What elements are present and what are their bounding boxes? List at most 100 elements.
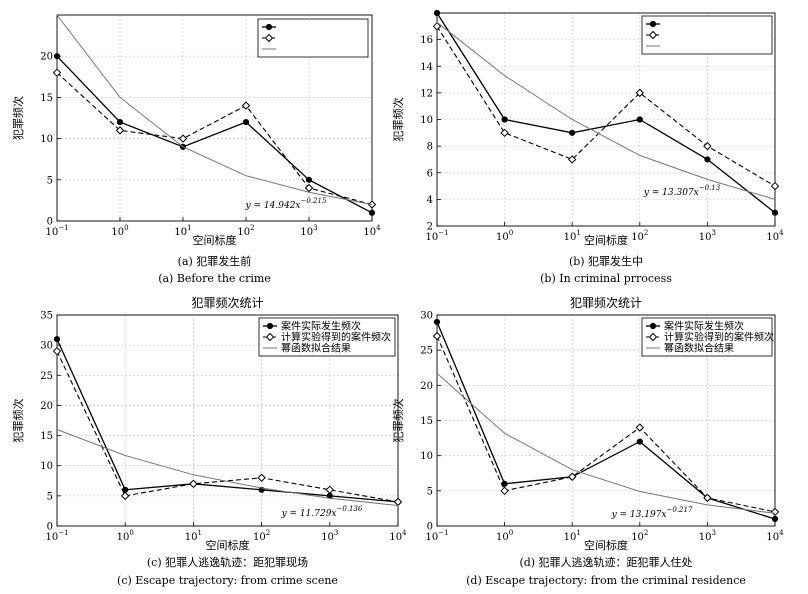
y-tick-label: 14 bbox=[420, 62, 433, 73]
legend-marker-1 bbox=[266, 322, 274, 330]
fit-annotation: y = 11.729x−0.136 bbox=[281, 505, 363, 519]
plot-frame bbox=[56, 14, 373, 222]
series-line-2 bbox=[56, 72, 373, 206]
x-axis-title: 空间标度 bbox=[193, 233, 237, 247]
plot-frame bbox=[56, 314, 399, 527]
y-tick-label: 0 bbox=[47, 522, 53, 533]
x-tick-label: 100 bbox=[117, 529, 134, 543]
series-2-point bbox=[635, 423, 645, 432]
y-tick-label: 35 bbox=[40, 311, 53, 322]
series-2-point bbox=[500, 128, 509, 138]
x-tick-label: 103 bbox=[699, 229, 716, 243]
y-tick-label: 2 bbox=[427, 222, 433, 233]
series-2-point bbox=[115, 126, 125, 135]
x-axis-title: 空间标度 bbox=[206, 538, 250, 552]
y-tick-label: 5 bbox=[47, 175, 53, 186]
legend-label-2: 计算实验得到的案件频次 bbox=[281, 331, 391, 344]
x-tick-label: 101 bbox=[564, 529, 581, 543]
legend-marker-2 bbox=[265, 332, 275, 342]
y-tick-label: 25 bbox=[40, 371, 53, 382]
legend-label-1: 案件实际发生频次 bbox=[281, 320, 361, 333]
panel-title: 犯罪频次统计 bbox=[570, 296, 642, 310]
series-1-point bbox=[704, 156, 711, 163]
y-tick-label: 10 bbox=[40, 134, 53, 145]
series-2-point bbox=[52, 68, 62, 77]
series-2-point bbox=[432, 331, 442, 341]
panel-title: 犯罪频次统计 bbox=[191, 296, 263, 310]
legend bbox=[641, 15, 773, 55]
y-tick-label: 15 bbox=[420, 416, 433, 427]
series-1-point bbox=[569, 129, 576, 136]
series-line-1 bbox=[56, 55, 373, 214]
series-1-point bbox=[368, 209, 376, 216]
series-2-point bbox=[178, 134, 188, 143]
x-tick-label: 10−1 bbox=[425, 229, 448, 243]
y-tick-label: 0 bbox=[47, 217, 53, 228]
series-1-point bbox=[501, 116, 508, 123]
series-1-point bbox=[116, 119, 124, 126]
x-tick-label: 102 bbox=[631, 229, 648, 243]
x-tick-label: 104 bbox=[766, 529, 784, 543]
series-line-2 bbox=[436, 26, 776, 187]
x-tick-label: 103 bbox=[699, 529, 716, 543]
x-tick-label: 103 bbox=[300, 224, 317, 238]
series-2-point bbox=[567, 155, 577, 164]
legend-box bbox=[257, 18, 369, 58]
x-axis-title: 空间标度 bbox=[584, 233, 628, 247]
series-2-point bbox=[635, 88, 645, 98]
series-2-point bbox=[393, 497, 403, 507]
x-tick-label: 10−1 bbox=[425, 529, 448, 543]
x-tick-label: 101 bbox=[174, 224, 191, 238]
series-2-point bbox=[500, 486, 509, 496]
y-tick-label: 0 bbox=[427, 522, 433, 533]
y-tick-label: 16 bbox=[420, 35, 433, 46]
series-2-point bbox=[367, 200, 377, 209]
x-tick-label: 102 bbox=[631, 529, 648, 543]
chart-panel-b: 10−1 100 101 102 103 104 2 4 6 8 10 12 14 16 y = 13.30… bbox=[391, 9, 784, 285]
series-1-point bbox=[771, 515, 779, 523]
series-line-1 bbox=[56, 338, 399, 503]
chart-panel-d: 10−1 100 101 102 103 104 0 5 10 15 20 25 30 案件实际发生频次计… bbox=[391, 296, 784, 587]
caption-en: (a) Before the crime bbox=[158, 272, 271, 285]
series-line-1 bbox=[436, 321, 776, 520]
legend-box bbox=[641, 317, 773, 357]
legend-marker-1 bbox=[265, 23, 273, 31]
x-tick-label: 104 bbox=[389, 529, 407, 543]
series-1-point bbox=[53, 336, 61, 343]
series-1-point bbox=[636, 116, 643, 123]
y-tick-label: 20 bbox=[40, 401, 53, 412]
fit-annotation: y = 14.942x−0.215 bbox=[245, 197, 327, 211]
y-tick-label: 12 bbox=[420, 88, 433, 99]
y-tick-label: 30 bbox=[420, 311, 433, 322]
y-tick-label: 10 bbox=[420, 451, 433, 462]
legend-marker-2 bbox=[264, 33, 274, 43]
y-axis-title: 犯罪频次 bbox=[391, 399, 405, 443]
y-tick-label: 30 bbox=[40, 341, 53, 352]
series-2-point bbox=[189, 479, 198, 489]
series-2-point bbox=[703, 141, 712, 151]
series-2-point bbox=[567, 472, 577, 481]
x-tick-label: 102 bbox=[253, 529, 270, 543]
caption-en: (c) Escape trajectory: from crime scene bbox=[117, 574, 338, 587]
legend-box bbox=[641, 15, 773, 55]
series-2-point bbox=[770, 507, 780, 517]
series-2-point bbox=[241, 101, 251, 110]
x-axis-title: 空间标度 bbox=[584, 538, 628, 552]
chart-panel-a: 10−1 100 101 102 103 104 0 5 10 15 20 y = 14.942x−0… bbox=[11, 14, 381, 285]
series-line-3 bbox=[436, 21, 776, 200]
caption-zh: (b) 犯罪发生中 bbox=[569, 254, 643, 268]
series-line-3 bbox=[56, 429, 399, 506]
series-1-point bbox=[53, 53, 61, 60]
x-tick-label: 10−1 bbox=[45, 224, 68, 238]
x-tick-label: 104 bbox=[766, 229, 784, 243]
legend-label-2: 计算实验得到的案件频次 bbox=[664, 331, 774, 344]
caption-zh: (a) 犯罪发生前 bbox=[178, 254, 252, 268]
legend-marker-2 bbox=[648, 30, 658, 40]
caption-zh: (d) 犯罪人逃逸轨迹：距犯罪人住处 bbox=[519, 555, 692, 569]
x-tick-label: 100 bbox=[496, 529, 513, 543]
legend-label-3: 幂函数拟合结果 bbox=[664, 342, 734, 355]
series-1-point bbox=[636, 438, 643, 445]
series-line-1 bbox=[436, 12, 776, 214]
y-tick-label: 15 bbox=[40, 431, 53, 442]
